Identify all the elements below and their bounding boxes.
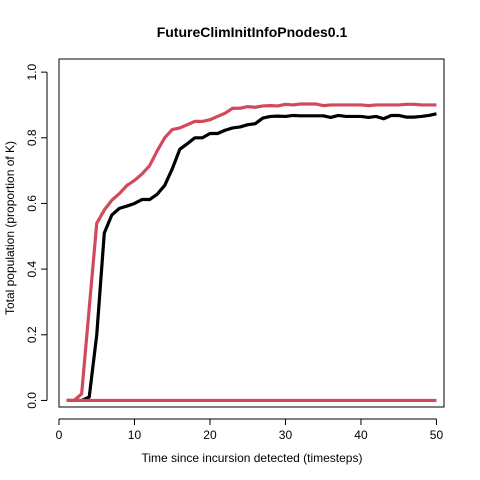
y-tick-label: 0.4: [25, 260, 39, 277]
y-tick-label: 0.6: [25, 195, 39, 212]
x-tick-label: 20: [203, 428, 217, 442]
plot-border: [58, 58, 445, 408]
y-axis: 0.0 0.2 0.4 0.6 0.8 1.0: [25, 63, 48, 409]
x-tick-label: 50: [430, 428, 444, 442]
y-tick-label: 1.0: [25, 63, 39, 80]
plot-area: [58, 58, 445, 408]
x-axis-label: Time since incursion detected (timesteps…: [142, 451, 363, 465]
x-axis: 0 10 20 30 40 50: [56, 418, 444, 442]
y-tick-label: 0.0: [25, 392, 39, 409]
series-line-2: [66, 102, 437, 403]
y-tick-label: 0.2: [25, 326, 39, 343]
chart-title: FutureClimInitInfoPnodes0.1: [157, 24, 348, 40]
y-tick-label: 0.8: [25, 129, 39, 146]
x-tick-label: 30: [279, 428, 293, 442]
series-line-1: [66, 112, 437, 403]
x-tick-label: 40: [354, 428, 368, 442]
y-axis-label: Total population (proportion of K): [3, 141, 17, 315]
x-tick-label: 10: [128, 428, 142, 442]
x-tick-label: 0: [56, 428, 63, 442]
